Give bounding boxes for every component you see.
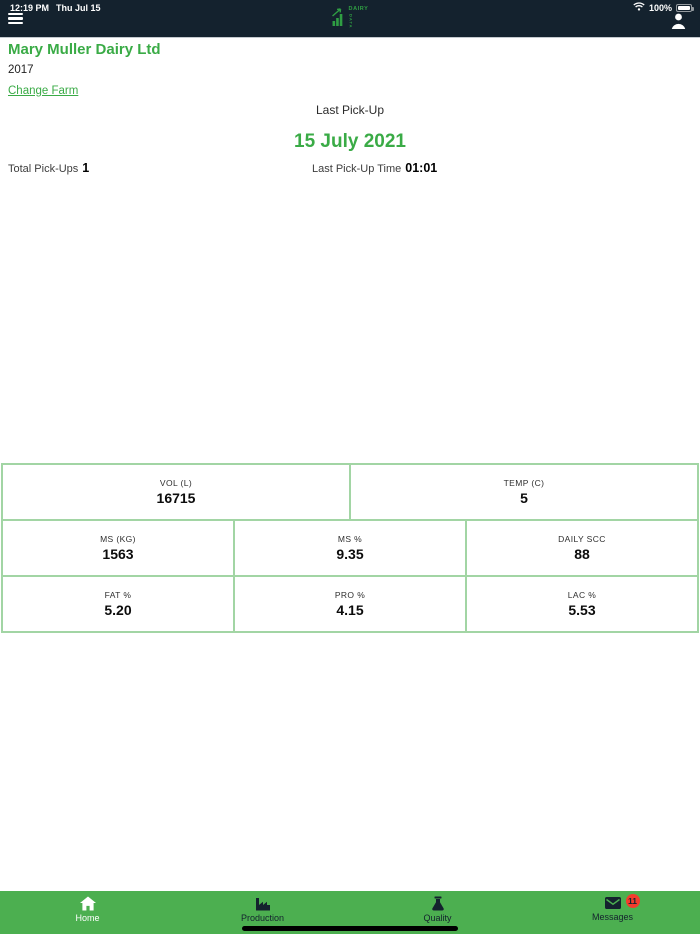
pickup-stats: Total Pick-Ups 1 Last Pick-Up Time 01:01 (0, 161, 700, 179)
envelope-icon (604, 896, 622, 910)
metrics-row: VOL (L) 16715 TEMP (C) 5 (3, 465, 697, 519)
farm-info: Mary Muller Dairy Ltd 2017 Change Farm (8, 41, 161, 99)
nav-label: Home (75, 913, 100, 923)
app-bar: 12:19 PM Thu Jul 15 100% DAIRY DATA (0, 0, 700, 38)
nav-tab-messages[interactable]: Messages 11 (525, 891, 700, 934)
status-time-date: 12:19 PM Thu Jul 15 (10, 3, 108, 13)
status-bar: 12:19 PM Thu Jul 15 100% (10, 2, 694, 13)
metric-vol: VOL (L) 16715 (156, 478, 196, 506)
metric-fat-pct: FAT % 5.20 (104, 590, 132, 618)
home-indicator-bar[interactable] (242, 926, 458, 931)
factory-icon (254, 896, 272, 911)
wifi-icon (633, 2, 645, 13)
app-logo: DAIRY DATA (332, 6, 369, 29)
metric-lac-pct: LAC % 5.53 (465, 577, 697, 631)
account-button[interactable] (670, 12, 687, 35)
metric-ms-kg: MS (KG) 1563 (100, 534, 136, 562)
home-icon (79, 896, 97, 911)
metric-temp: TEMP (C) 5 (349, 465, 697, 519)
metrics-row: MS (KG) 1563 MS % 9.35 DAILY SCC 88 (3, 519, 697, 575)
farm-name: Mary Muller Dairy Ltd (8, 41, 161, 58)
nav-tab-production[interactable]: Production (175, 891, 350, 934)
menu-icon[interactable] (8, 13, 23, 25)
last-pickup-date: 15 July 2021 (294, 131, 406, 152)
metric-daily-scc: DAILY SCC 88 (465, 521, 697, 575)
last-pickup-title: Last Pick-Up (315, 103, 385, 117)
pickup-time-value: 01:01 (405, 161, 438, 175)
logo-subtext: DATA (348, 13, 354, 29)
unread-badge: 11 (625, 894, 640, 908)
nav-tab-quality[interactable]: Quality (350, 891, 525, 934)
logo-chart-icon (332, 8, 343, 26)
total-pickups-label: Total Pick-Ups (8, 163, 79, 175)
status-time: 12:19 PM (10, 2, 50, 13)
metric-pro-pct: PRO % 4.15 (233, 577, 465, 631)
metric-ms-pct: MS % 9.35 (233, 521, 465, 575)
nav-label: Quality (423, 913, 452, 923)
person-icon (671, 13, 686, 29)
flask-icon (430, 896, 446, 911)
logo-text: DAIRY (348, 6, 369, 12)
status-date: Thu Jul 15 (56, 2, 101, 13)
metrics-table: VOL (L) 16715 TEMP (C) 5 MS (KG) 1563 MS… (1, 463, 699, 633)
battery-icon (676, 3, 694, 12)
farm-year: 2017 (8, 64, 34, 76)
battery-percent: 100% (648, 2, 672, 13)
nav-tab-home[interactable]: Home (0, 891, 175, 934)
total-pickups-value: 1 (82, 161, 90, 175)
change-farm-link[interactable]: Change Farm (8, 85, 79, 97)
nav-label: Messages (591, 912, 634, 922)
nav-label: Production (240, 913, 285, 923)
metrics-row: FAT % 5.20 PRO % 4.15 LAC % 5.53 (3, 575, 697, 631)
pickup-time-label: Last Pick-Up Time (312, 163, 402, 175)
